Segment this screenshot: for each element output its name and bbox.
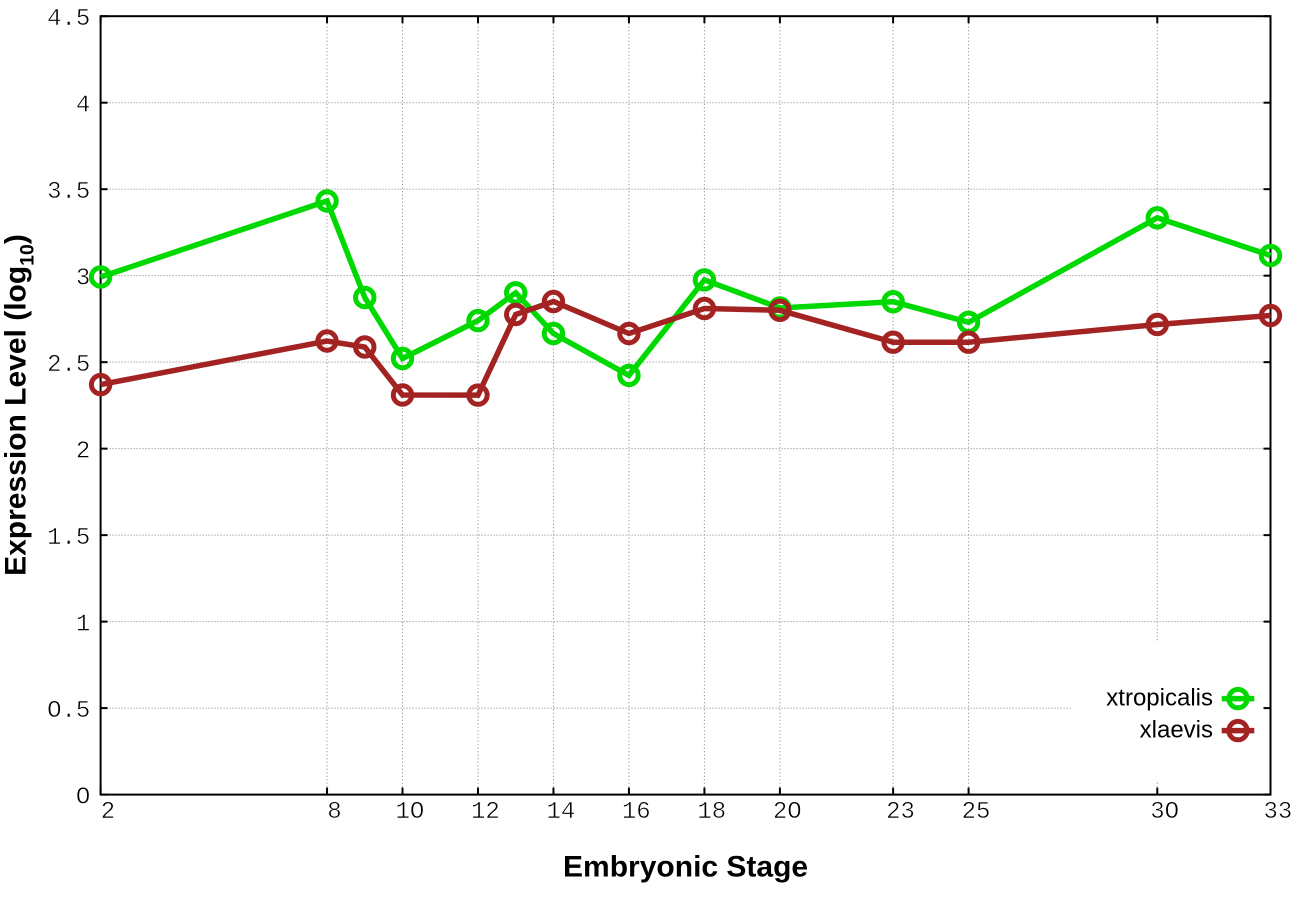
svg-text:16: 16: [622, 799, 651, 826]
svg-text:1O: 1O: [395, 799, 424, 826]
svg-text:2: 2: [101, 799, 115, 826]
svg-text:Embryonic Stage: Embryonic Stage: [563, 850, 808, 883]
svg-text:12: 12: [471, 799, 500, 826]
svg-text:2: 2: [76, 439, 90, 466]
svg-text:23: 23: [886, 799, 915, 826]
svg-text:xtropicalis: xtropicalis: [1106, 684, 1213, 711]
svg-text:1: 1: [76, 612, 90, 639]
svg-text:3: 3: [76, 266, 90, 293]
svg-text:2O: 2O: [773, 799, 802, 826]
svg-text:4.5: 4.5: [47, 6, 90, 33]
svg-text:8: 8: [327, 799, 341, 826]
svg-text:33: 33: [1263, 799, 1292, 826]
svg-text:3.5: 3.5: [47, 179, 90, 206]
svg-text:14: 14: [546, 799, 575, 826]
svg-text:O: O: [76, 785, 90, 812]
svg-text:25: 25: [962, 799, 991, 826]
svg-text:O.5: O.5: [47, 698, 90, 725]
svg-text:1.5: 1.5: [47, 525, 90, 552]
svg-text:18: 18: [697, 799, 726, 826]
svg-text:Expression Level (log10): Expression Level (log10): [0, 234, 38, 576]
svg-text:2.5: 2.5: [47, 352, 90, 379]
svg-text:3O: 3O: [1150, 799, 1179, 826]
svg-text:4: 4: [76, 93, 90, 120]
svg-text:xlaevis: xlaevis: [1140, 717, 1213, 744]
